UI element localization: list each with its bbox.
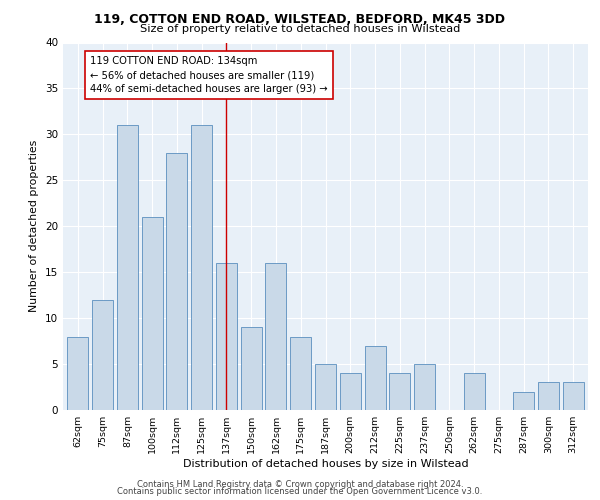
Bar xyxy=(340,373,361,410)
Bar xyxy=(67,336,88,410)
X-axis label: Distribution of detached houses by size in Wilstead: Distribution of detached houses by size … xyxy=(182,459,469,469)
Bar xyxy=(315,364,336,410)
Bar xyxy=(117,125,138,410)
Text: Contains HM Land Registry data © Crown copyright and database right 2024.: Contains HM Land Registry data © Crown c… xyxy=(137,480,463,489)
Bar xyxy=(414,364,435,410)
Bar xyxy=(538,382,559,410)
Bar xyxy=(241,328,262,410)
Y-axis label: Number of detached properties: Number of detached properties xyxy=(29,140,40,312)
Bar xyxy=(92,300,113,410)
Bar xyxy=(563,382,584,410)
Bar xyxy=(389,373,410,410)
Text: Contains public sector information licensed under the Open Government Licence v3: Contains public sector information licen… xyxy=(118,487,482,496)
Bar xyxy=(290,336,311,410)
Text: Size of property relative to detached houses in Wilstead: Size of property relative to detached ho… xyxy=(140,24,460,34)
Bar xyxy=(365,346,386,410)
Bar xyxy=(166,153,187,410)
Bar xyxy=(265,263,286,410)
Text: 119, COTTON END ROAD, WILSTEAD, BEDFORD, MK45 3DD: 119, COTTON END ROAD, WILSTEAD, BEDFORD,… xyxy=(95,13,505,26)
Bar xyxy=(191,125,212,410)
Bar xyxy=(464,373,485,410)
Text: 119 COTTON END ROAD: 134sqm
← 56% of detached houses are smaller (119)
44% of se: 119 COTTON END ROAD: 134sqm ← 56% of det… xyxy=(90,56,328,94)
Bar xyxy=(216,263,237,410)
Bar xyxy=(513,392,534,410)
Bar xyxy=(142,217,163,410)
